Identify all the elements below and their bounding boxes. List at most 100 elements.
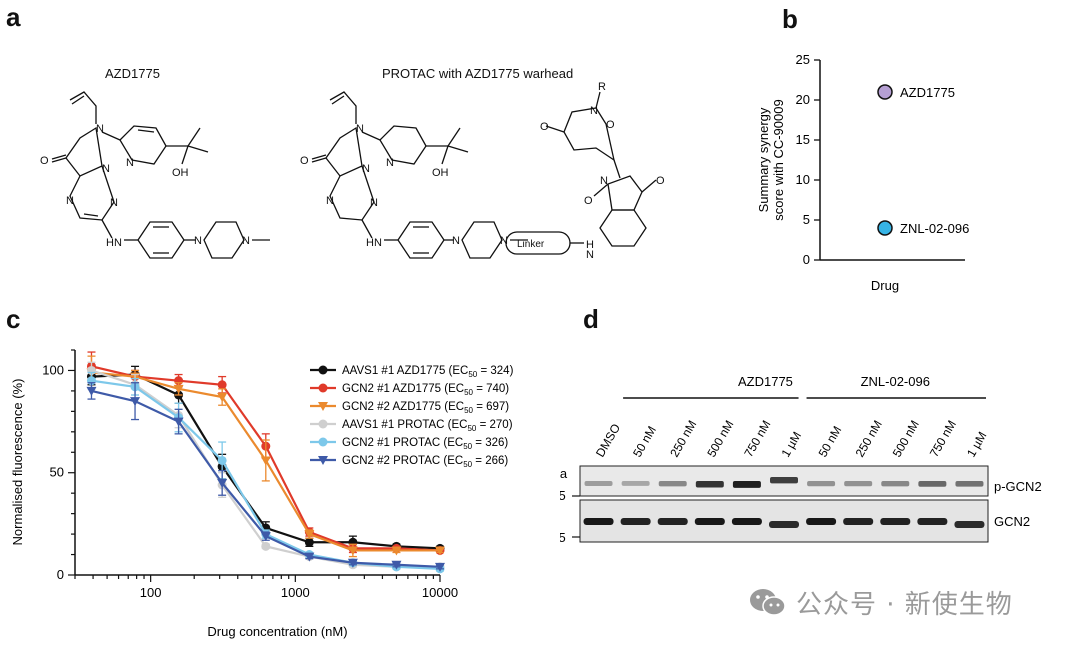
legend-ec-value: = 270 xyxy=(476,419,508,431)
legend-ec-close: ) xyxy=(510,365,514,377)
data-point xyxy=(217,393,228,403)
synergy-chart: 0 5 10 15 20 25 Summary synergyscore with CC-9… xyxy=(756,52,969,293)
point-0 xyxy=(877,84,893,100)
lane-label-6: 50 nM xyxy=(816,424,845,460)
watermark-text: 公众号 · 新使生物 xyxy=(796,590,1013,620)
band-label-gcn2: GCN2 xyxy=(994,514,1030,529)
data-point xyxy=(173,417,184,427)
point-1 xyxy=(877,220,893,236)
data-point xyxy=(217,455,227,465)
legend-name: GCN2 #1 PROTAC (EC xyxy=(342,437,463,449)
y-tick-label: 5 xyxy=(803,212,810,227)
azd1775-structure xyxy=(51,91,270,259)
legend-entry-4: GCN2 #1 PROTAC (EC50 = 326) xyxy=(310,437,508,451)
svg-text:N: N xyxy=(126,157,134,169)
legend-entry-1: GCN2 #1 AZD1775 (EC50 = 740) xyxy=(310,383,509,397)
wechat-icon xyxy=(750,588,786,616)
legend-entry-2: GCN2 #2 AZD1775 (EC50 = 697) xyxy=(310,401,509,415)
legend-marker xyxy=(318,383,328,393)
svg-text:N: N xyxy=(500,235,508,247)
legend-name: GCN2 #1 AZD1775 (EC xyxy=(342,383,464,395)
svg-text:O: O xyxy=(540,121,549,133)
data-point xyxy=(260,532,271,542)
y-tick-label: 25 xyxy=(796,52,810,67)
svg-text:O: O xyxy=(300,155,309,167)
y-tick-label: 20 xyxy=(796,92,810,107)
data-point xyxy=(435,546,445,556)
y-axis-label-line1: Summary synergy xyxy=(756,107,771,212)
group-label-azd1775: AZD1775 xyxy=(738,374,793,389)
dose-response-chart: 0 50 100 100 1000 10000 Drug concentration (nM… xyxy=(10,349,514,639)
data-point xyxy=(261,541,271,551)
band-gcn2-6 xyxy=(806,518,837,525)
band-gcn2-7 xyxy=(843,518,874,525)
legend-entry-5: GCN2 #2 PROTAC (EC50 = 266) xyxy=(310,455,508,469)
band-gcn2-8 xyxy=(880,518,911,525)
band-gcn2-10 xyxy=(954,521,985,528)
group-label-znl: ZNL-02-096 xyxy=(861,374,930,389)
lane-label-9: 750 nM xyxy=(927,418,959,460)
legend-name: AAVS1 #1 AZD1775 (EC xyxy=(342,365,468,377)
svg-text:N: N xyxy=(362,163,370,175)
svg-text:N: N xyxy=(600,175,608,187)
band-pgcn2-6 xyxy=(807,481,836,487)
legend-ec-value: = 266 xyxy=(472,455,504,467)
band-pgcn2-1 xyxy=(621,481,650,486)
legend-ec-value: = 324 xyxy=(477,365,510,377)
legend-ec-value: = 740 xyxy=(473,383,505,395)
protac-atoms: N N O N N N OH HN N N Linker H N N O O O… xyxy=(300,81,665,261)
azd1775-atoms: N N O N N N OH HN N N xyxy=(40,123,250,249)
y-tick-label: 0 xyxy=(57,567,64,582)
band-pgcn2-4 xyxy=(732,481,761,488)
series-5 xyxy=(86,382,445,572)
svg-text:N: N xyxy=(586,249,594,261)
data-point xyxy=(391,546,402,556)
legend-ec-sub: 50 xyxy=(464,406,473,415)
svg-text:O: O xyxy=(584,195,593,207)
legend-marker xyxy=(318,419,328,429)
legend-ec-sub: 50 xyxy=(464,388,473,397)
legend-ec-close: ) xyxy=(504,437,508,449)
data-point xyxy=(304,537,314,547)
svg-text:O: O xyxy=(40,155,49,167)
data-point xyxy=(86,386,97,396)
legend-marker xyxy=(318,456,328,465)
band-pgcn2-8 xyxy=(881,481,910,487)
legend-marker xyxy=(318,365,328,375)
legend-ec-close: ) xyxy=(505,383,509,395)
band-gcn2-2 xyxy=(657,518,688,525)
data-point xyxy=(391,560,402,570)
legend-name: GCN2 #2 PROTAC (EC xyxy=(342,455,463,467)
legend-marker xyxy=(318,437,328,447)
data-point xyxy=(130,397,141,407)
svg-text:N: N xyxy=(242,235,250,247)
band-gcn2-1 xyxy=(620,518,651,525)
lane-label-3: 500 nM xyxy=(704,418,736,460)
y-tick-label: 0 xyxy=(803,252,810,267)
band-gcn2-0 xyxy=(583,518,614,525)
data-point xyxy=(435,562,445,572)
svg-text:OH: OH xyxy=(172,167,189,179)
svg-text:N: N xyxy=(96,123,104,135)
legend-ec-sub: 50 xyxy=(463,460,472,469)
legend-ec-sub: 50 xyxy=(468,370,477,379)
kda-label: kDa xyxy=(560,466,568,481)
data-point xyxy=(347,546,358,556)
legend-ec-value: = 697 xyxy=(473,401,505,413)
lane-label-4: 750 nM xyxy=(741,418,773,460)
y-axis-label-line2: score with CC-90009 xyxy=(771,99,786,220)
svg-text:N: N xyxy=(370,197,378,209)
watermark: 公众号 · 新使生物 xyxy=(748,584,1013,621)
legend-label: AAVS1 #1 AZD1775 (EC50 = 324) xyxy=(342,365,514,379)
svg-text:N: N xyxy=(66,195,74,207)
x-axis-label: Drug xyxy=(871,278,899,293)
svg-text:N: N xyxy=(386,157,394,169)
data-point xyxy=(217,380,227,390)
svg-text:N: N xyxy=(102,163,110,175)
lane-label-2: 250 nM xyxy=(667,418,699,460)
band-gcn2-3 xyxy=(694,518,725,525)
legend-entry-0: AAVS1 #1 AZD1775 (EC50 = 324) xyxy=(310,365,514,379)
svg-text:O: O xyxy=(656,175,665,187)
lane-label-7: 250 nM xyxy=(853,418,885,460)
point-label-0: AZD1775 xyxy=(900,85,955,100)
